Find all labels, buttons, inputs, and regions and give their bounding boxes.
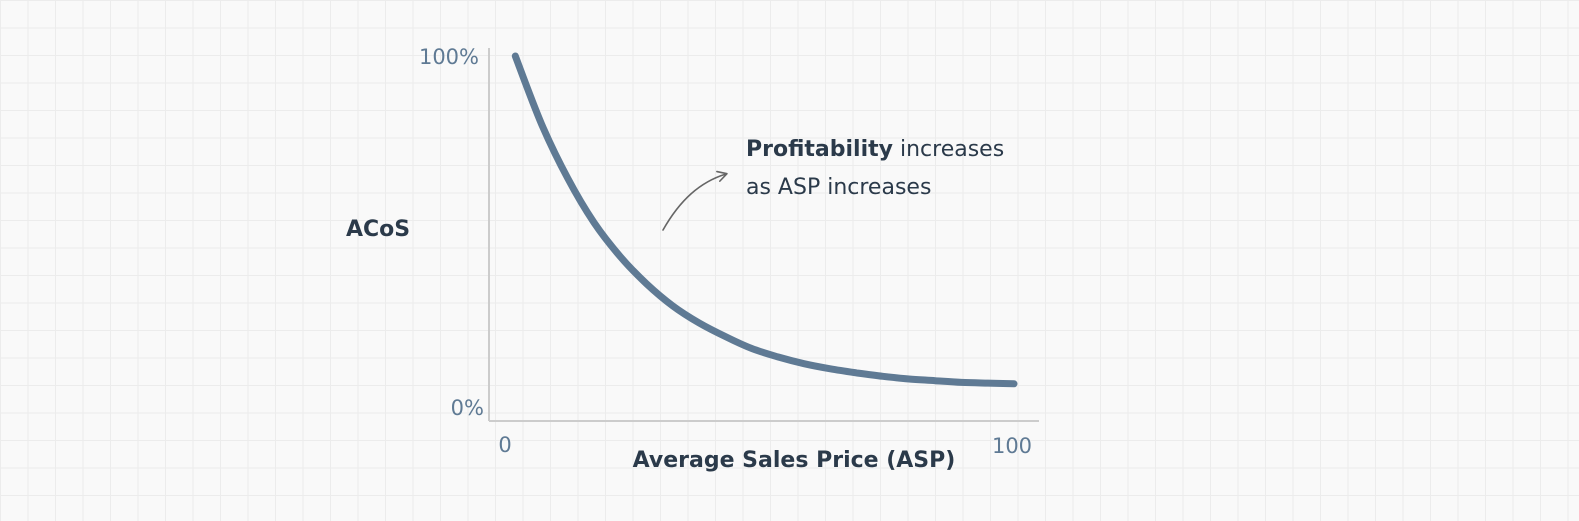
x-tick-label-max: 100	[992, 434, 1032, 458]
annotation-line-1: Profitability increases	[746, 137, 1004, 162]
annotation-bold-word: Profitability	[746, 137, 893, 162]
annotation-line-1-rest: increases	[893, 137, 1004, 162]
annotation-line-2: as ASP increases	[746, 175, 931, 200]
x-tick-label-min: 0	[498, 433, 511, 457]
y-tick-label-max: 100%	[419, 45, 479, 69]
annotation-arrow	[662, 170, 728, 231]
y-axis-title: ACoS	[346, 217, 410, 242]
acos-curve	[511, 52, 1018, 388]
y-tick-label-min: 0%	[451, 396, 484, 420]
x-axis-title: Average Sales Price (ASP)	[633, 448, 956, 473]
